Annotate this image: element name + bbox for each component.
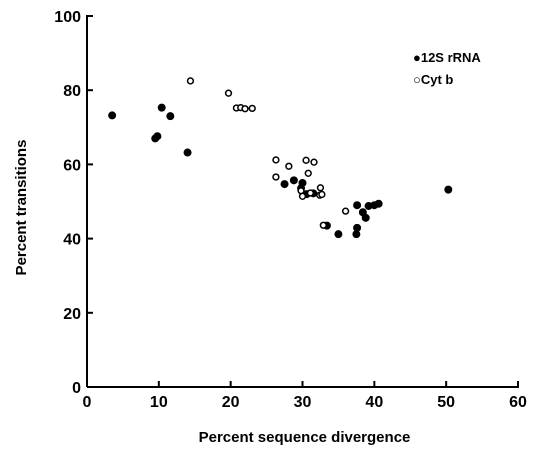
point-cyt-b xyxy=(302,156,310,164)
point-12s-rrna xyxy=(353,201,362,210)
x-tick-label: 60 xyxy=(509,394,527,411)
x-tick-label: 0 xyxy=(83,394,92,411)
y-tick-label: 20 xyxy=(63,306,81,323)
point-cyt-b xyxy=(224,89,233,97)
point-cyt-b xyxy=(186,77,195,85)
point-12s-rrna xyxy=(361,213,370,222)
x-tick-label: 50 xyxy=(437,394,455,411)
legend: ●12S rRNA ○Cyt b xyxy=(413,50,481,87)
point-cyt-b xyxy=(304,169,312,177)
point-cyt-b xyxy=(298,192,307,200)
point-12s-rrna xyxy=(157,103,166,112)
point-12s-rrna xyxy=(108,111,117,120)
y-tick-label: 80 xyxy=(63,83,81,100)
y-tick-label: 0 xyxy=(72,380,81,397)
axis-ticks: 0 10 20 30 40 50 60 0 20 40 60 80 100 xyxy=(54,9,527,411)
point-12s-rrna xyxy=(280,180,289,189)
point-12s-rrna xyxy=(298,178,307,187)
legend-entry-cyt-b: ○Cyt b xyxy=(413,72,453,87)
point-12s-rrna xyxy=(374,199,383,208)
x-tick-label: 10 xyxy=(150,394,168,411)
point-cyt-b xyxy=(272,156,280,164)
point-12s-rrna xyxy=(183,148,192,157)
point-12s-rrna xyxy=(444,185,453,194)
x-axis-label: Percent sequence divergence xyxy=(199,429,411,446)
point-cyt-b xyxy=(319,221,327,229)
y-tick-label: 60 xyxy=(63,157,81,174)
x-tick-label: 30 xyxy=(294,394,312,411)
y-tick-label: 100 xyxy=(54,9,81,26)
point-cyt-b xyxy=(248,104,256,113)
point-12s-rrna xyxy=(166,112,175,121)
y-axis-label: Percent transitions xyxy=(13,140,30,276)
data-points xyxy=(108,77,453,239)
legend-entry-12s-rrna: ●12S rRNA xyxy=(413,50,481,65)
point-12s-rrna xyxy=(153,132,162,141)
x-tick-label: 20 xyxy=(222,394,240,411)
point-cyt-b xyxy=(341,207,350,215)
point-cyt-b xyxy=(285,162,293,170)
point-cyt-b xyxy=(306,189,315,197)
point-cyt-b xyxy=(310,158,318,166)
point-cyt-b xyxy=(272,173,280,181)
y-tick-label: 40 xyxy=(63,232,81,249)
plot-area: 0 10 20 30 40 50 60 0 20 40 60 80 100 xyxy=(54,9,527,411)
point-cyt-b xyxy=(318,190,326,199)
point-12s-rrna xyxy=(334,230,343,239)
point-12s-rrna xyxy=(353,223,362,232)
x-tick-label: 40 xyxy=(365,394,383,411)
point-cyt-b xyxy=(241,105,249,113)
point-cyt-b xyxy=(316,184,325,192)
point-12s-rrna xyxy=(289,176,298,185)
